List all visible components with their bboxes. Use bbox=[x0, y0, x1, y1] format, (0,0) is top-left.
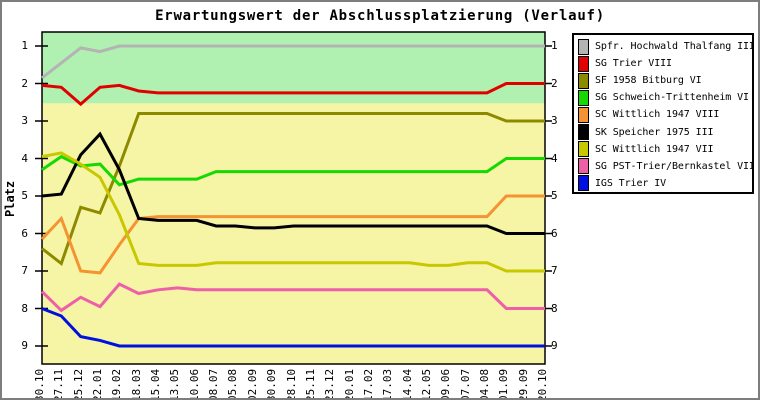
legend-swatch-icon bbox=[578, 38, 589, 55]
y-tick-label: 1 bbox=[21, 39, 28, 52]
y-tick-label: 7 bbox=[551, 264, 558, 277]
x-tick-label: 29.09 bbox=[516, 368, 530, 400]
legend-swatch-icon bbox=[578, 106, 589, 123]
y-tick-label: 3 bbox=[551, 114, 558, 127]
legend-swatch-icon bbox=[578, 72, 589, 89]
y-tick-label: 5 bbox=[551, 189, 558, 202]
legend-swatch-icon bbox=[578, 124, 589, 141]
y-tick-label: 9 bbox=[551, 339, 558, 352]
legend-item-label: SF 1958 Bitburg VI bbox=[595, 75, 702, 87]
legend-item-label: SC Wittlich 1947 VII bbox=[595, 143, 714, 155]
y-tick-label: 8 bbox=[21, 301, 28, 315]
legend-item-label: IGS Trier IV bbox=[595, 177, 667, 189]
series-line bbox=[41, 307, 545, 348]
series-line bbox=[41, 82, 545, 107]
series-line bbox=[41, 112, 545, 266]
legend-item: SC Wittlich 1947 VII bbox=[578, 141, 752, 158]
legend-item: Spfr. Hochwald Thalfang III bbox=[578, 38, 755, 55]
y-tick-label: 3 bbox=[21, 114, 28, 127]
x-tick-label: 14.04 bbox=[400, 368, 414, 400]
legend-item-label: Spfr. Hochwald Thalfang III bbox=[595, 41, 755, 53]
series-line bbox=[40, 194, 545, 275]
x-tick-label: 30.10 bbox=[33, 368, 46, 400]
series-line bbox=[41, 151, 545, 273]
x-tick-label: 19.02 bbox=[110, 368, 124, 400]
legend-swatch-icon bbox=[578, 55, 589, 72]
legend-item-label: SK Speicher 1975 III bbox=[595, 126, 714, 138]
x-tick-label: 28.10 bbox=[284, 368, 298, 400]
x-tick-label: 07.07 bbox=[458, 368, 472, 400]
legend-item: SG Schweich-Trittenheim VI bbox=[578, 89, 752, 106]
x-tick-label: 25.11 bbox=[303, 368, 317, 400]
y-tick-label: 2 bbox=[551, 76, 558, 90]
legend-swatch-icon bbox=[578, 141, 589, 158]
y-tick-label: 2 bbox=[21, 76, 28, 90]
legend-item: IGS Trier IV bbox=[578, 175, 752, 192]
x-tick-label: 10.06 bbox=[187, 368, 201, 400]
plot-band-2 bbox=[42, 103, 545, 364]
x-tick-label: 17.02 bbox=[361, 368, 375, 400]
x-tick-label: 05.08 bbox=[226, 368, 240, 400]
x-tick-label: 27.11 bbox=[52, 368, 66, 400]
x-tick-label: 01.09 bbox=[497, 368, 511, 400]
chart-title: Erwartungswert der Abschlussplatzierung … bbox=[155, 8, 605, 24]
y-tick-label: 8 bbox=[551, 301, 558, 315]
series-line bbox=[41, 131, 545, 235]
legend-item: SF 1958 Bitburg VI bbox=[578, 72, 752, 89]
x-tick-label: 23.12 bbox=[323, 368, 337, 400]
x-tick-label: 18.03 bbox=[129, 368, 143, 400]
x-tick-label: 09.06 bbox=[439, 368, 453, 400]
x-tick-label: 17.03 bbox=[381, 368, 395, 400]
x-tick-label: 15.04 bbox=[149, 368, 163, 400]
x-tick-label: 12.05 bbox=[419, 368, 433, 400]
legend-item: SK Speicher 1975 III bbox=[578, 123, 752, 141]
legend-item-label: SC Wittlich 1947 VIII bbox=[595, 109, 720, 121]
series-line bbox=[41, 44, 545, 80]
legend-item: SG PST-Trier/Bernkastel VII bbox=[578, 158, 755, 175]
y-tick-label: 7 bbox=[21, 264, 28, 277]
x-tick-label: 25.12 bbox=[71, 368, 85, 400]
legend-item: SG Trier VIII bbox=[578, 55, 752, 72]
legend-swatch-icon bbox=[578, 175, 589, 192]
x-tick-label: 08.07 bbox=[207, 368, 221, 400]
legend-swatch-icon bbox=[578, 158, 589, 175]
series-line bbox=[40, 282, 545, 313]
legend-swatch-icon bbox=[578, 89, 589, 106]
x-tick-label: 02.09 bbox=[245, 368, 259, 400]
y-tick-label: 5 bbox=[21, 189, 28, 202]
x-tick-label: 20.01 bbox=[342, 368, 356, 400]
legend-box: Spfr. Hochwald Thalfang III SG Trier VIII… bbox=[572, 33, 755, 194]
y-tick-label: 4 bbox=[551, 151, 558, 165]
legend-item-label: SG PST-Trier/Bernkastel VII bbox=[595, 160, 755, 172]
legend-item-label: SG Trier VIII bbox=[595, 58, 672, 70]
x-tick-label: 13.05 bbox=[168, 368, 182, 400]
plot-border bbox=[41, 31, 546, 365]
y-tick-label: 9 bbox=[21, 339, 28, 352]
x-tick-label: 22.01 bbox=[91, 368, 105, 400]
y-tick-label: 6 bbox=[21, 226, 28, 240]
legend-item-label: SG Schweich-Trittenheim VI bbox=[595, 92, 749, 104]
x-tick-label: 30.09 bbox=[265, 368, 279, 400]
legend-item: SC Wittlich 1947 VIII bbox=[578, 106, 752, 123]
x-tick-label: 04.08 bbox=[477, 368, 491, 400]
y-tick-label: 1 bbox=[551, 39, 558, 52]
x-tick-label: 20.10 bbox=[536, 368, 549, 400]
y-tick-label: 6 bbox=[551, 226, 558, 240]
y-tick-label: 4 bbox=[21, 151, 28, 165]
